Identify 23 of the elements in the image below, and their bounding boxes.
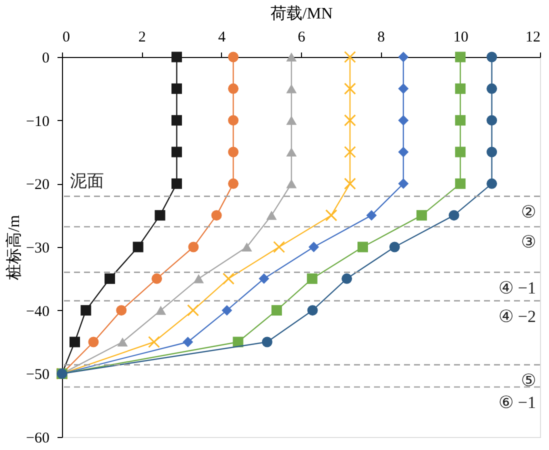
y-tick-label: −20 bbox=[26, 177, 50, 194]
ref-line-label: 泥面 bbox=[70, 171, 104, 190]
x-tick-label: 4 bbox=[218, 30, 226, 46]
x-axis-title: 荷载/MN bbox=[270, 4, 334, 22]
annotation: ④ −2 bbox=[498, 306, 536, 326]
x-tick-label: 10 bbox=[453, 30, 468, 46]
annotation: ② bbox=[521, 202, 536, 222]
x-tick-label: 0 bbox=[62, 30, 70, 46]
y-tick-label: −30 bbox=[26, 240, 50, 256]
annotation: ⑥ −1 bbox=[498, 392, 536, 412]
y-tick-label: −50 bbox=[26, 367, 50, 384]
annotation: ③ bbox=[521, 232, 536, 252]
y-tick-label: −40 bbox=[26, 304, 50, 320]
x-tick-label: 2 bbox=[138, 30, 146, 46]
y-tick-label: 0 bbox=[42, 50, 50, 66]
annotation: ④ −1 bbox=[498, 278, 536, 298]
y-tick-label: −10 bbox=[26, 114, 50, 130]
x-tick-label: 8 bbox=[377, 30, 385, 46]
annotation: ⑤ bbox=[521, 370, 536, 390]
x-tick-label: 12 bbox=[526, 30, 540, 46]
y-axis-title: 桩标高/m bbox=[5, 214, 24, 281]
x-tick-label: 6 bbox=[298, 30, 306, 46]
y-tick-label: −60 bbox=[26, 430, 50, 446]
